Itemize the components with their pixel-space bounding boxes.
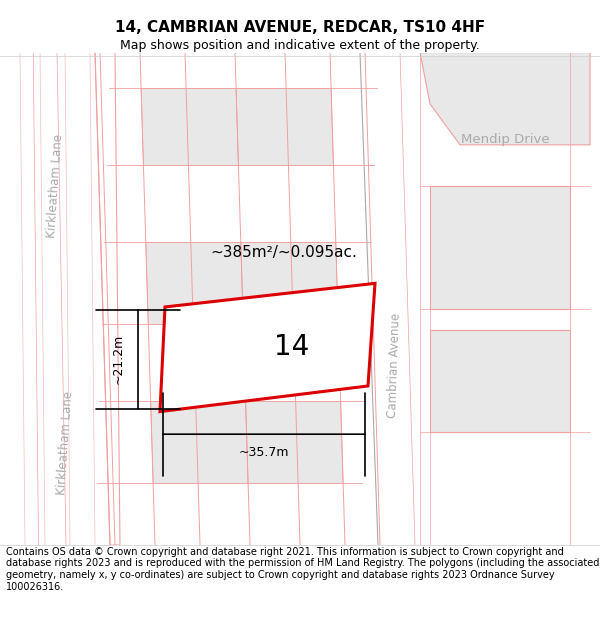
Polygon shape <box>420 52 590 145</box>
Polygon shape <box>0 452 75 545</box>
Text: Kirkleatham Lane: Kirkleatham Lane <box>45 134 65 238</box>
Polygon shape <box>360 52 415 545</box>
Polygon shape <box>0 52 115 545</box>
Text: 14, CAMBRIAN AVENUE, REDCAR, TS10 4HF: 14, CAMBRIAN AVENUE, REDCAR, TS10 4HF <box>115 20 485 35</box>
Polygon shape <box>0 452 60 545</box>
Text: Map shows position and indicative extent of the property.: Map shows position and indicative extent… <box>120 39 480 51</box>
Text: Cambrian Avenue: Cambrian Avenue <box>386 312 403 418</box>
Text: Kirkleatham Lane: Kirkleatham Lane <box>55 390 75 495</box>
Polygon shape <box>0 52 110 545</box>
Text: ~385m²/~0.095ac.: ~385m²/~0.095ac. <box>210 245 357 260</box>
Polygon shape <box>160 283 375 412</box>
Text: ~21.2m: ~21.2m <box>112 334 125 384</box>
Polygon shape <box>146 242 243 324</box>
Text: Contains OS data © Crown copyright and database right 2021. This information is : Contains OS data © Crown copyright and d… <box>6 547 599 592</box>
Polygon shape <box>0 52 120 545</box>
Text: ~35.7m: ~35.7m <box>239 446 289 459</box>
Polygon shape <box>151 401 248 484</box>
Polygon shape <box>430 329 570 432</box>
Polygon shape <box>430 186 570 309</box>
Text: 14: 14 <box>274 333 310 361</box>
Polygon shape <box>245 401 343 484</box>
Polygon shape <box>0 52 600 545</box>
Polygon shape <box>236 88 334 166</box>
Polygon shape <box>241 242 338 324</box>
Polygon shape <box>141 88 238 166</box>
Text: Mendip Drive: Mendip Drive <box>461 133 550 146</box>
